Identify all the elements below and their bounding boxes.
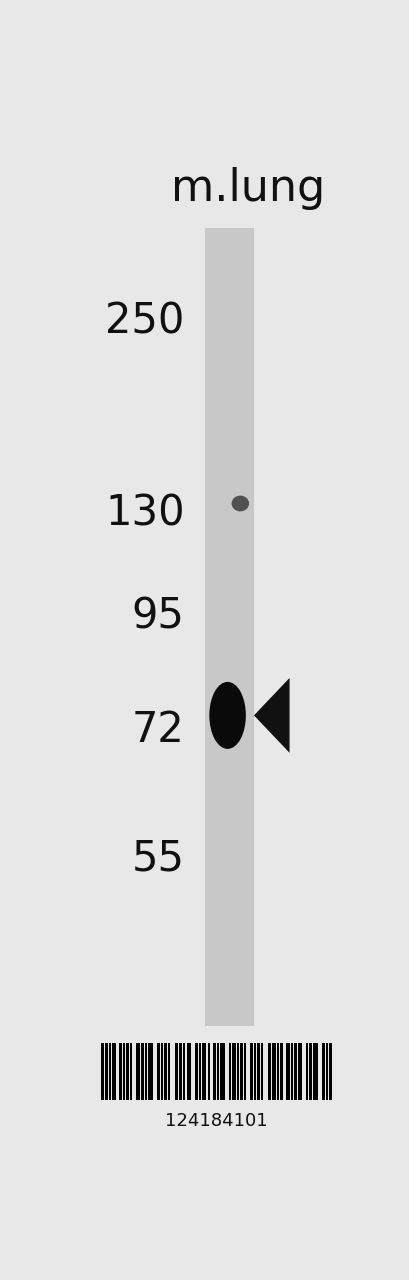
Bar — [202, 1043, 206, 1100]
Bar — [236, 1043, 238, 1100]
Bar — [123, 1043, 125, 1100]
Bar — [141, 1043, 144, 1100]
Bar — [163, 1043, 166, 1100]
Bar — [204, 228, 253, 1025]
Bar — [228, 1043, 230, 1100]
Polygon shape — [253, 678, 289, 753]
Text: 250: 250 — [105, 300, 184, 342]
Bar — [187, 1043, 191, 1100]
Ellipse shape — [231, 495, 248, 512]
Bar — [174, 1043, 178, 1100]
Text: 95: 95 — [132, 595, 184, 637]
Text: 124184101: 124184101 — [165, 1111, 267, 1130]
Bar — [243, 1043, 245, 1100]
Bar — [130, 1043, 132, 1100]
Bar — [254, 1043, 256, 1100]
Text: m.lung: m.lung — [171, 166, 325, 210]
Bar — [105, 1043, 108, 1100]
Text: 72: 72 — [132, 709, 184, 751]
Bar — [199, 1043, 201, 1100]
Bar — [285, 1043, 289, 1100]
Bar — [267, 1043, 271, 1100]
Bar — [160, 1043, 162, 1100]
Bar — [136, 1043, 139, 1100]
Bar — [208, 1043, 209, 1100]
Bar — [109, 1043, 111, 1100]
Bar — [144, 1043, 146, 1100]
Bar — [112, 1043, 116, 1100]
Bar — [279, 1043, 283, 1100]
Bar — [126, 1043, 129, 1100]
Bar — [167, 1043, 169, 1100]
Bar — [276, 1043, 279, 1100]
Bar — [148, 1043, 153, 1100]
Text: 130: 130 — [105, 493, 184, 534]
Bar — [290, 1043, 292, 1100]
Bar — [231, 1043, 235, 1100]
Ellipse shape — [209, 682, 245, 749]
Bar — [249, 1043, 253, 1100]
Bar — [293, 1043, 296, 1100]
Bar — [100, 1043, 104, 1100]
Bar — [219, 1043, 224, 1100]
Bar — [261, 1043, 263, 1100]
Bar — [216, 1043, 218, 1100]
Bar — [239, 1043, 242, 1100]
Bar — [321, 1043, 324, 1100]
Bar — [119, 1043, 122, 1100]
Bar — [297, 1043, 301, 1100]
Bar — [305, 1043, 307, 1100]
Bar — [328, 1043, 332, 1100]
Bar — [156, 1043, 160, 1100]
Bar — [312, 1043, 317, 1100]
Bar — [195, 1043, 198, 1100]
Bar — [257, 1043, 260, 1100]
Bar — [183, 1043, 185, 1100]
Text: 55: 55 — [131, 837, 184, 879]
Bar — [179, 1043, 182, 1100]
Bar — [213, 1043, 216, 1100]
Bar — [272, 1043, 276, 1100]
Bar — [325, 1043, 327, 1100]
Bar — [308, 1043, 311, 1100]
